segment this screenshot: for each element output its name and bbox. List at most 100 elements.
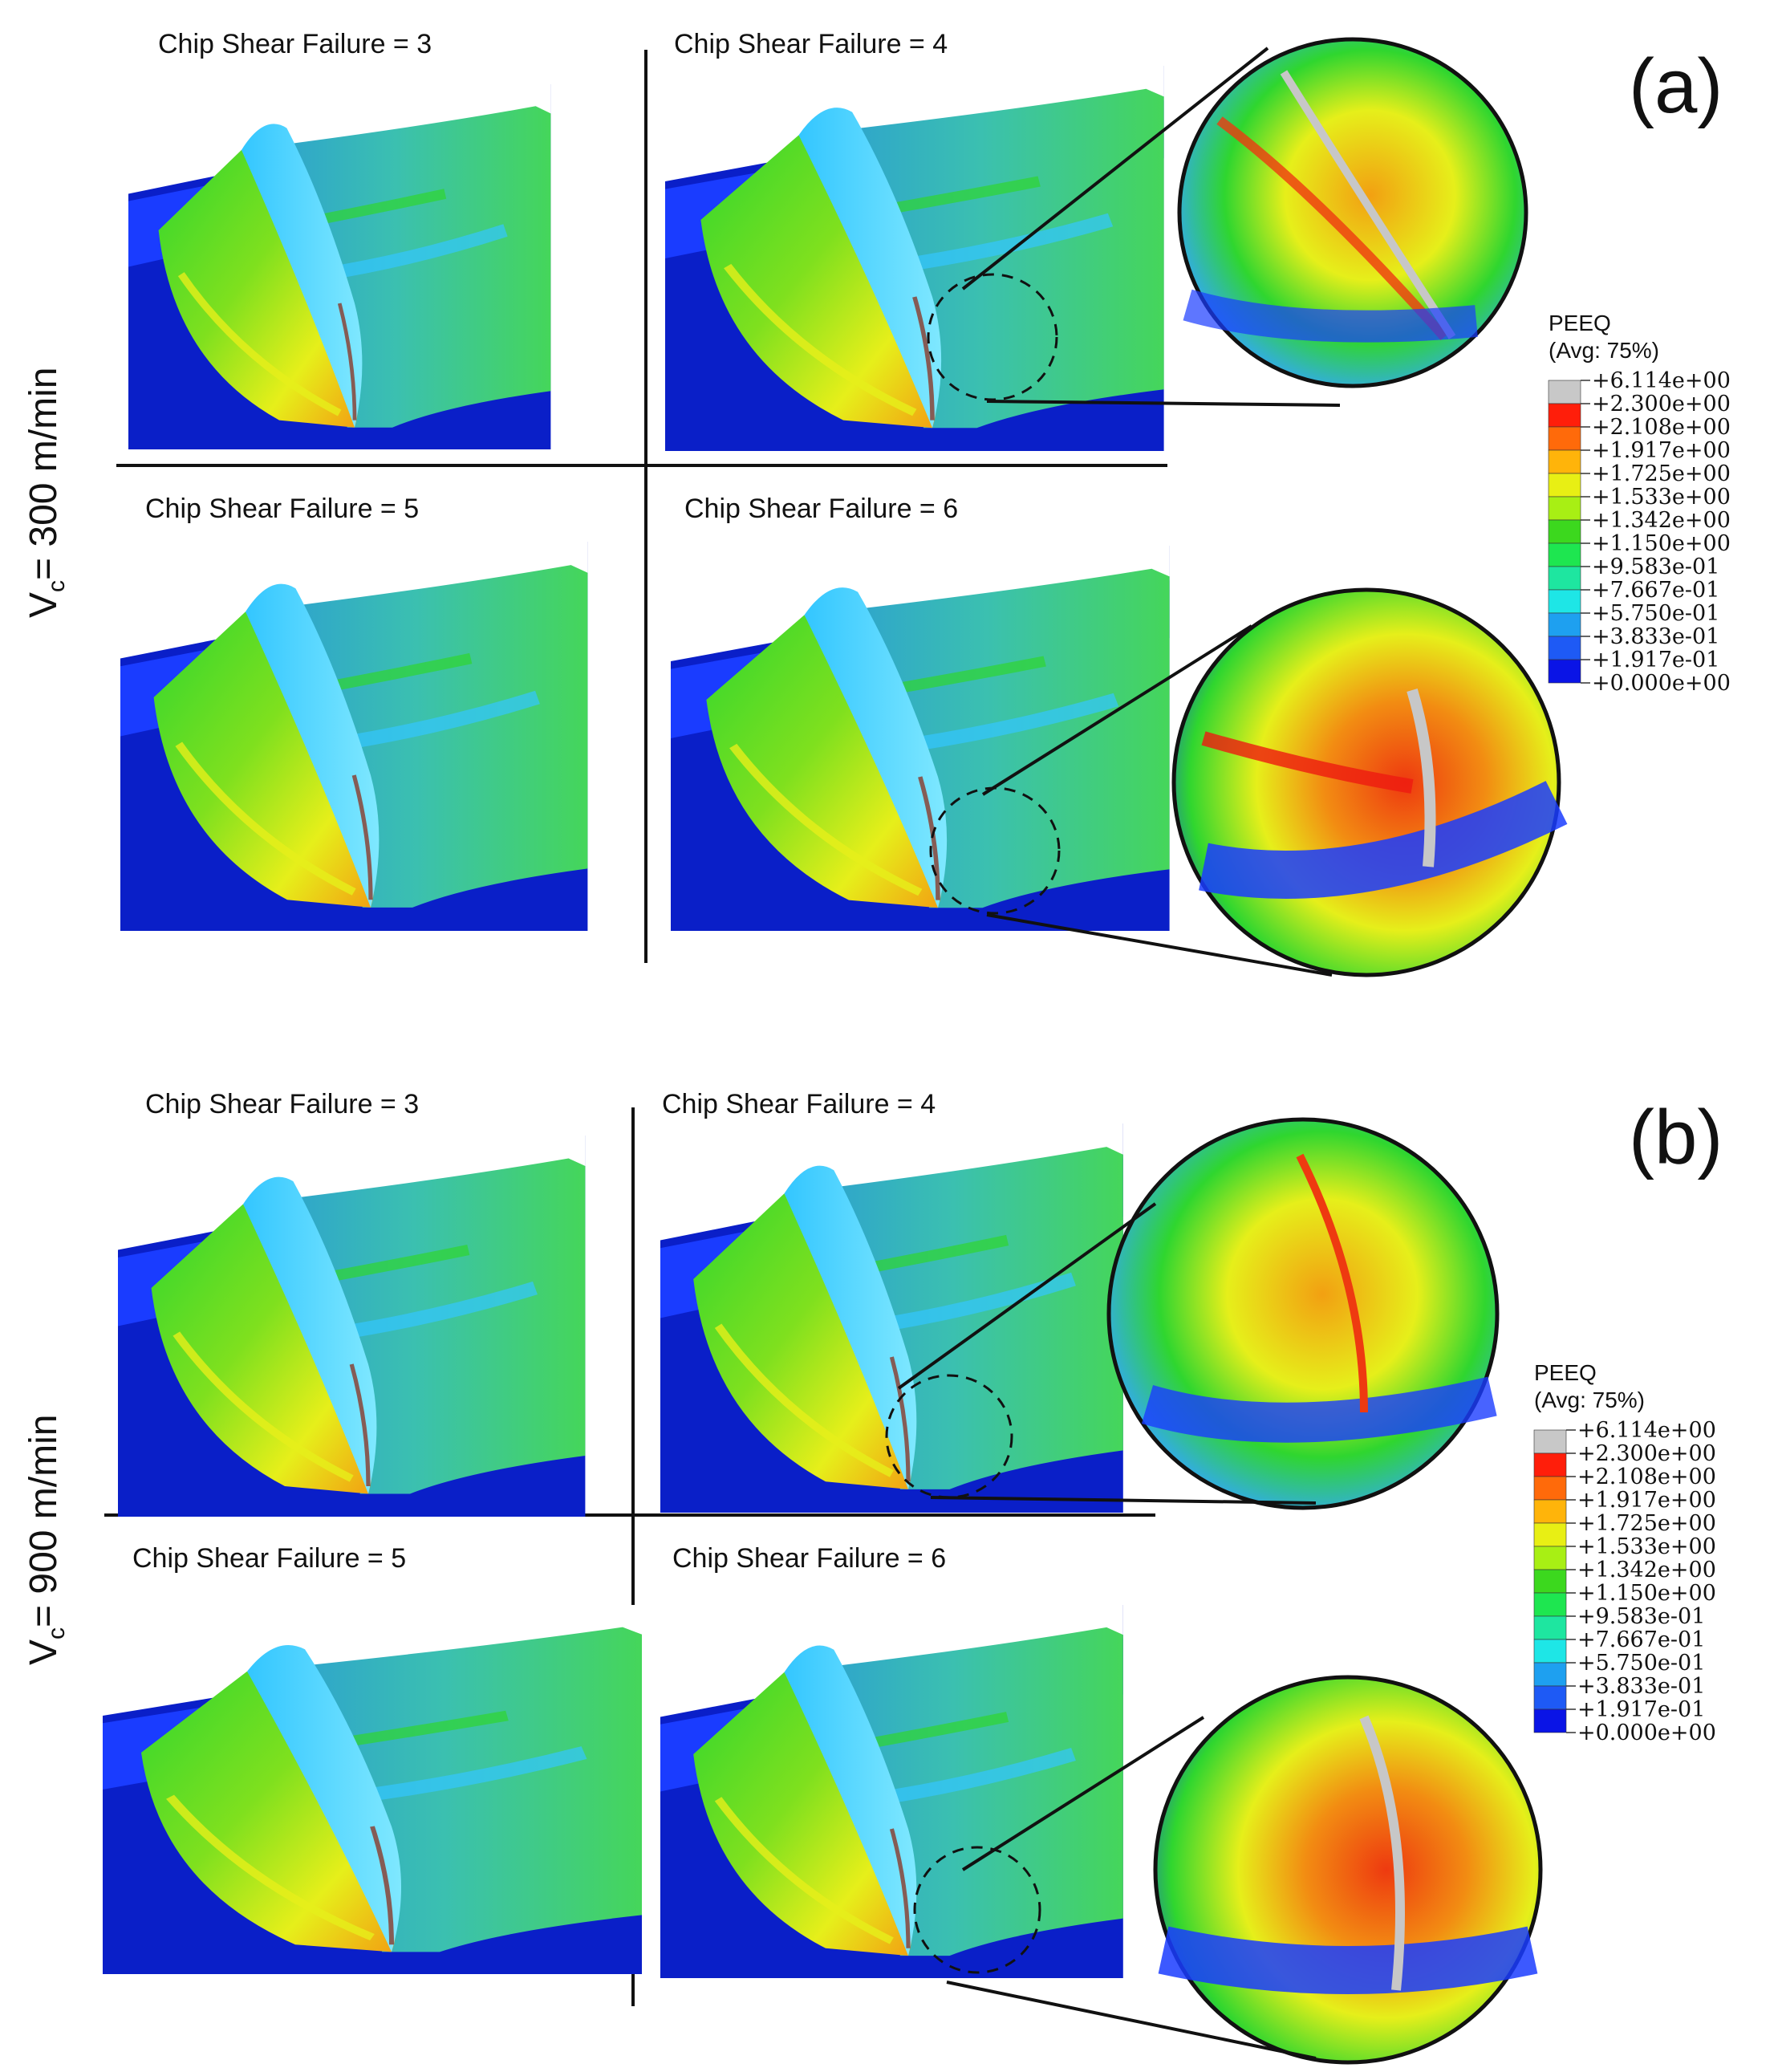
- legend-swatch: [1533, 1662, 1567, 1687]
- caption-a-4: Chip Shear Failure = 6: [684, 494, 958, 524]
- zoom-connector-a-2b: [986, 913, 1333, 977]
- legend-scale-b: +6.114e+00+2.300e+00+2.108e+00+1.917e+00…: [1533, 1418, 1716, 1745]
- legend-title-b: PEEQ: [1534, 1360, 1597, 1385]
- legend-value: +1.917e-01: [1577, 1697, 1705, 1722]
- zoom-connector-a-1a: [961, 47, 1269, 290]
- legend-value: +1.917e+00: [1577, 1488, 1716, 1513]
- simulation-b-3: [103, 1605, 642, 1974]
- legend-value: +1.725e+00: [1577, 1511, 1716, 1536]
- legend-value: +7.667e-01: [1592, 578, 1719, 603]
- legend-value: +1.917e-01: [1592, 648, 1719, 672]
- legend-swatch: [1533, 1452, 1567, 1477]
- legend-value: +1.342e+00: [1577, 1558, 1716, 1582]
- simulation-a-3: [120, 542, 587, 931]
- legend-swatch: [1548, 542, 1581, 567]
- simulation-b-2: [660, 1123, 1123, 1513]
- caption-a-2: Chip Shear Failure = 4: [674, 29, 948, 59]
- legend-swatch: [1533, 1615, 1567, 1640]
- zoom-circle-b-1: [1106, 1117, 1500, 1510]
- zoom-circle-a-2: [1171, 587, 1568, 977]
- panel-tag-a: (a): [1629, 43, 1723, 129]
- legend-swatch: [1533, 1476, 1567, 1501]
- legend-value: +1.342e+00: [1592, 508, 1731, 533]
- svg-text:Vc= 300 m/min: Vc= 300 m/min: [22, 368, 70, 618]
- legend-value: +1.150e+00: [1577, 1581, 1716, 1606]
- legend-swatch: [1533, 1639, 1567, 1664]
- speed-value-b: = 900 m/min: [22, 1415, 65, 1627]
- speed-symbol-b: V: [22, 1639, 65, 1665]
- legend-swatch: [1548, 403, 1581, 428]
- legend-value: +0.000e+00: [1577, 1721, 1716, 1745]
- legend-swatch: [1548, 659, 1581, 684]
- legend-swatch: [1533, 1522, 1567, 1547]
- simulation-b-4: [660, 1605, 1123, 1978]
- legend-value: +6.114e+00: [1592, 368, 1731, 393]
- simulation-a-4: [671, 546, 1170, 931]
- zoom-connector-a-2a: [981, 624, 1253, 796]
- legend-swatch: [1548, 449, 1581, 474]
- zoom-connector-b-2a: [961, 1716, 1205, 1871]
- legend-value: +1.533e+00: [1577, 1534, 1716, 1559]
- legend-swatch: [1533, 1592, 1567, 1617]
- legend-value: +2.108e+00: [1577, 1465, 1716, 1489]
- legend-swatch: [1548, 589, 1581, 614]
- speed-subscript-a: c: [43, 580, 70, 592]
- legend-swatch: [1548, 380, 1581, 404]
- legend-a: PEEQ (Avg: 75%) +6.114e+00+2.300e+00+2.1…: [1548, 311, 1731, 696]
- legend-swatch: [1533, 1499, 1567, 1524]
- caption-a-3: Chip Shear Failure = 5: [145, 494, 419, 524]
- legend-value: +9.583e-01: [1577, 1604, 1705, 1629]
- legend-value: +1.150e+00: [1592, 531, 1731, 556]
- caption-a-1: Chip Shear Failure = 3: [158, 29, 432, 59]
- legend-value: +9.583e-01: [1592, 555, 1719, 579]
- simulation-b-1: [118, 1136, 585, 1517]
- legend-value: +5.750e-01: [1592, 601, 1719, 626]
- caption-b-2: Chip Shear Failure = 4: [662, 1089, 936, 1119]
- speed-label-b: Vc= 900 m/min: [22, 1415, 70, 1665]
- legend-swatch: [1533, 1708, 1567, 1733]
- speed-subscript-b: c: [43, 1627, 70, 1639]
- legend-subtitle-a: (Avg: 75%): [1549, 338, 1659, 363]
- speed-value-a: = 300 m/min: [22, 368, 65, 580]
- caption-b-3: Chip Shear Failure = 5: [132, 1543, 406, 1574]
- legend-subtitle-b: (Avg: 75%): [1534, 1387, 1645, 1412]
- panel-b: Chip Shear Failure = 3 Chip Shear Failur…: [22, 1089, 1723, 2065]
- legend-swatch: [1548, 519, 1581, 544]
- legend-value: +2.300e+00: [1592, 392, 1731, 416]
- legend-swatch: [1533, 1685, 1567, 1710]
- legend-value: +5.750e-01: [1577, 1651, 1705, 1676]
- legend-value: +1.725e+00: [1592, 461, 1731, 486]
- panel-tag-b: (b): [1629, 1095, 1723, 1180]
- zoom-connector-a-1b: [986, 400, 1341, 407]
- legend-swatch: [1548, 496, 1581, 521]
- highlight-circle-a-1: [927, 273, 1058, 401]
- zoom-circle-b-2: [1153, 1675, 1543, 2065]
- legend-swatch: [1533, 1429, 1567, 1454]
- legend-value: +2.300e+00: [1577, 1441, 1716, 1466]
- legend-value: +6.114e+00: [1577, 1418, 1716, 1443]
- zoom-connector-b-1b: [930, 1496, 1317, 1505]
- legend-scale-a: +6.114e+00+2.300e+00+2.108e+00+1.917e+00…: [1548, 368, 1731, 696]
- caption-b-1: Chip Shear Failure = 3: [145, 1089, 419, 1119]
- svg-text:Vc= 900 m/min: Vc= 900 m/min: [22, 1415, 70, 1665]
- legend-title-a: PEEQ: [1549, 311, 1611, 335]
- zoom-connector-b-2b: [946, 1981, 1317, 2060]
- legend-value: +1.917e+00: [1592, 438, 1731, 463]
- legend-swatch: [1533, 1569, 1567, 1594]
- zoom-connector-b-1a: [897, 1202, 1157, 1390]
- legend-swatch: [1548, 612, 1581, 637]
- speed-symbol-a: V: [22, 592, 65, 618]
- legend-swatch: [1548, 566, 1581, 591]
- legend-value: +0.000e+00: [1592, 671, 1731, 696]
- legend-swatch: [1548, 473, 1581, 498]
- simulation-a-1: [128, 84, 550, 449]
- speed-label-a: Vc= 300 m/min: [22, 368, 70, 618]
- legend-swatch: [1548, 426, 1581, 451]
- legend-value: +1.533e+00: [1592, 485, 1731, 510]
- legend-b: PEEQ (Avg: 75%) +6.114e+00+2.300e+00+2.1…: [1533, 1360, 1716, 1745]
- highlight-circle-b-2: [913, 1846, 1041, 1974]
- legend-value: +3.833e-01: [1592, 624, 1719, 649]
- panel-a: Chip Shear Failure = 3 Chip Shear Failur…: [22, 29, 1731, 977]
- simulation-a-2: [665, 66, 1164, 451]
